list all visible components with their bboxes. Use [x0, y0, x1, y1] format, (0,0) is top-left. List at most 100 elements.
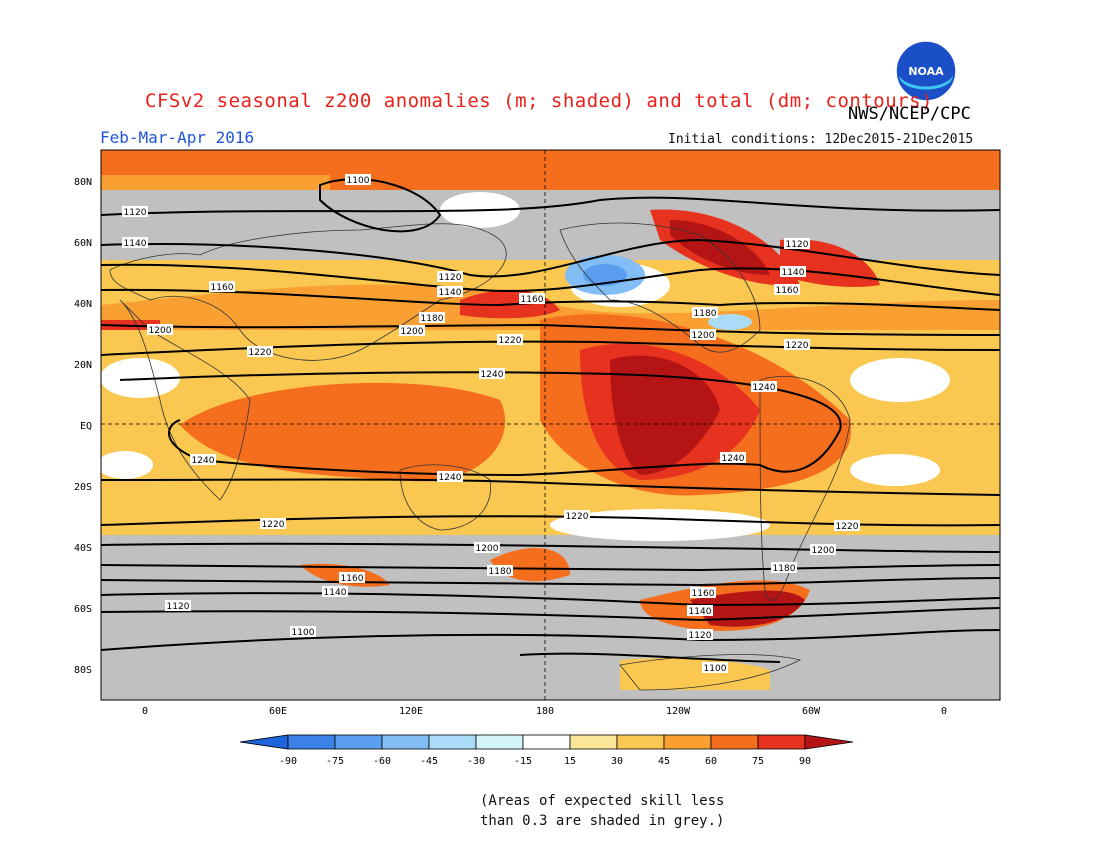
lat-label: 60S [74, 604, 92, 615]
contour-label: 1200 [149, 326, 172, 336]
lon-label: 120E [399, 706, 423, 717]
contour-label-bg [419, 312, 445, 323]
colorbar-swatch [569, 734, 618, 750]
contour-label-bg [165, 600, 191, 611]
contour-label-bg [751, 381, 777, 392]
colorbar-swatch [710, 734, 759, 750]
colorbar-tick-label: -60 [373, 756, 391, 767]
contour-label: 1160 [341, 574, 364, 584]
contour-label: 1220 [499, 336, 522, 346]
contour-label-bg [784, 339, 810, 350]
colorbar-tick-label: 90 [799, 756, 811, 767]
colorbar-arrow-high [804, 734, 854, 750]
footnote-line: (Areas of expected skill less [480, 793, 725, 809]
contour-label: 1120 [124, 208, 147, 218]
contour-label: 1240 [192, 456, 215, 466]
colorbar-swatch [334, 734, 383, 750]
agency-label: NWS/NCEP/CPC [848, 104, 971, 124]
contour-label-bg [190, 454, 216, 465]
colorbar-swatch [616, 734, 665, 750]
colorbar-tick-label: -90 [279, 756, 297, 767]
colorbar-tick-label: -75 [326, 756, 344, 767]
contour-label: 1200 [812, 546, 835, 556]
lon-label: 120W [666, 706, 691, 717]
colorbar-tick-label: -15 [514, 756, 532, 767]
contour-label-bg [474, 542, 500, 553]
contour-label-bg [497, 334, 523, 345]
lat-label: 20S [74, 482, 92, 493]
colorbar-arrow-low [239, 734, 289, 750]
skill-footnote: (Areas of expected skill less than 0.3 a… [480, 791, 724, 831]
lon-label: 0 [142, 706, 148, 717]
contour-label-bg [810, 544, 836, 555]
colorbar-swatch [757, 734, 806, 750]
contour-label: 1180 [489, 567, 512, 577]
footnote-line: than 0.3 are shaded in grey.) [480, 813, 725, 829]
contour-label-bg [437, 271, 463, 282]
contour-label-bg [322, 586, 348, 597]
colorbar-tick-label: 45 [658, 756, 670, 767]
contour-label-bg [771, 562, 797, 573]
contour-labels: 1100 1120 1140 1160 1200 1220 1240 1120 1140 1180… [122, 174, 860, 674]
contour-label-bg [399, 325, 425, 336]
contour-label-bg [519, 293, 545, 304]
forecast-period: Feb-Mar-Apr 2016 [100, 128, 255, 147]
contour-label: 1160 [692, 589, 715, 599]
contour-label: 1140 [689, 607, 712, 617]
colorbar-swatch [287, 734, 336, 750]
contour-label-bg [437, 471, 463, 482]
colorbar-swatch [475, 734, 524, 750]
colorbar: -90 -75 -60 -45 -30 -15 15 30 45 60 75 90 [239, 734, 854, 767]
contour-label-bg [260, 518, 286, 529]
chart-title: CFSv2 seasonal z200 anomalies (m; shaded… [145, 90, 933, 112]
contour-label-bg [437, 286, 463, 297]
colorbar-tick-label: 30 [611, 756, 623, 767]
contour-label: 1140 [124, 239, 147, 249]
contour-label-bg [687, 605, 713, 616]
contour-label: 1200 [401, 327, 424, 337]
colorbar-swatch [663, 734, 712, 750]
contour-label-bg [564, 510, 590, 521]
contour-label: 1240 [753, 383, 776, 393]
map-frame [100, 149, 1001, 701]
contour-label-bg [834, 520, 860, 531]
contour-label: 1220 [249, 348, 272, 358]
contour-label: 1120 [786, 240, 809, 250]
contour-label: 1240 [439, 473, 462, 483]
logo-text: NOAA [908, 65, 944, 78]
contour-label: 1180 [773, 564, 796, 574]
lat-label: 80S [74, 665, 92, 676]
contour-label: 1200 [692, 331, 715, 341]
contour-label-bg [720, 452, 746, 463]
contour-label: 1100 [292, 628, 315, 638]
initial-conditions: Initial conditions: 12Dec2015-21Dec2015 [668, 132, 974, 147]
contour-label: 1220 [262, 520, 285, 530]
contour-label: 1160 [776, 286, 799, 296]
contour-label-bg [247, 346, 273, 357]
contour-label-bg [784, 238, 810, 249]
contour-label: 1140 [782, 268, 805, 278]
contour-label-bg [345, 174, 371, 185]
contour-label: 1100 [347, 176, 370, 186]
contour-label: 1220 [836, 522, 859, 532]
contour-label-bg [774, 284, 800, 295]
colorbar-tick-label: 75 [752, 756, 764, 767]
contour-label: 1160 [211, 283, 234, 293]
shaded-field [101, 150, 1000, 700]
colorbar-tick-label: 60 [705, 756, 717, 767]
contour-label: 1240 [722, 454, 745, 464]
contour-label-bg [690, 587, 716, 598]
colorbar-tick-label: -45 [420, 756, 438, 767]
contour-label: 1160 [521, 295, 544, 305]
contour-label-bg [122, 237, 148, 248]
lat-label: 80N [74, 177, 92, 188]
contour-label-bg [702, 662, 728, 673]
lon-label: 60E [269, 706, 287, 717]
contour-label: 1140 [324, 588, 347, 598]
contour-label-bg [487, 565, 513, 576]
contour-label: 1220 [566, 512, 589, 522]
longitude-labels: 0 60E 120E 180 120W 60W 0 [142, 706, 947, 717]
lat-label: 40S [74, 543, 92, 554]
contour-label-bg [122, 206, 148, 217]
